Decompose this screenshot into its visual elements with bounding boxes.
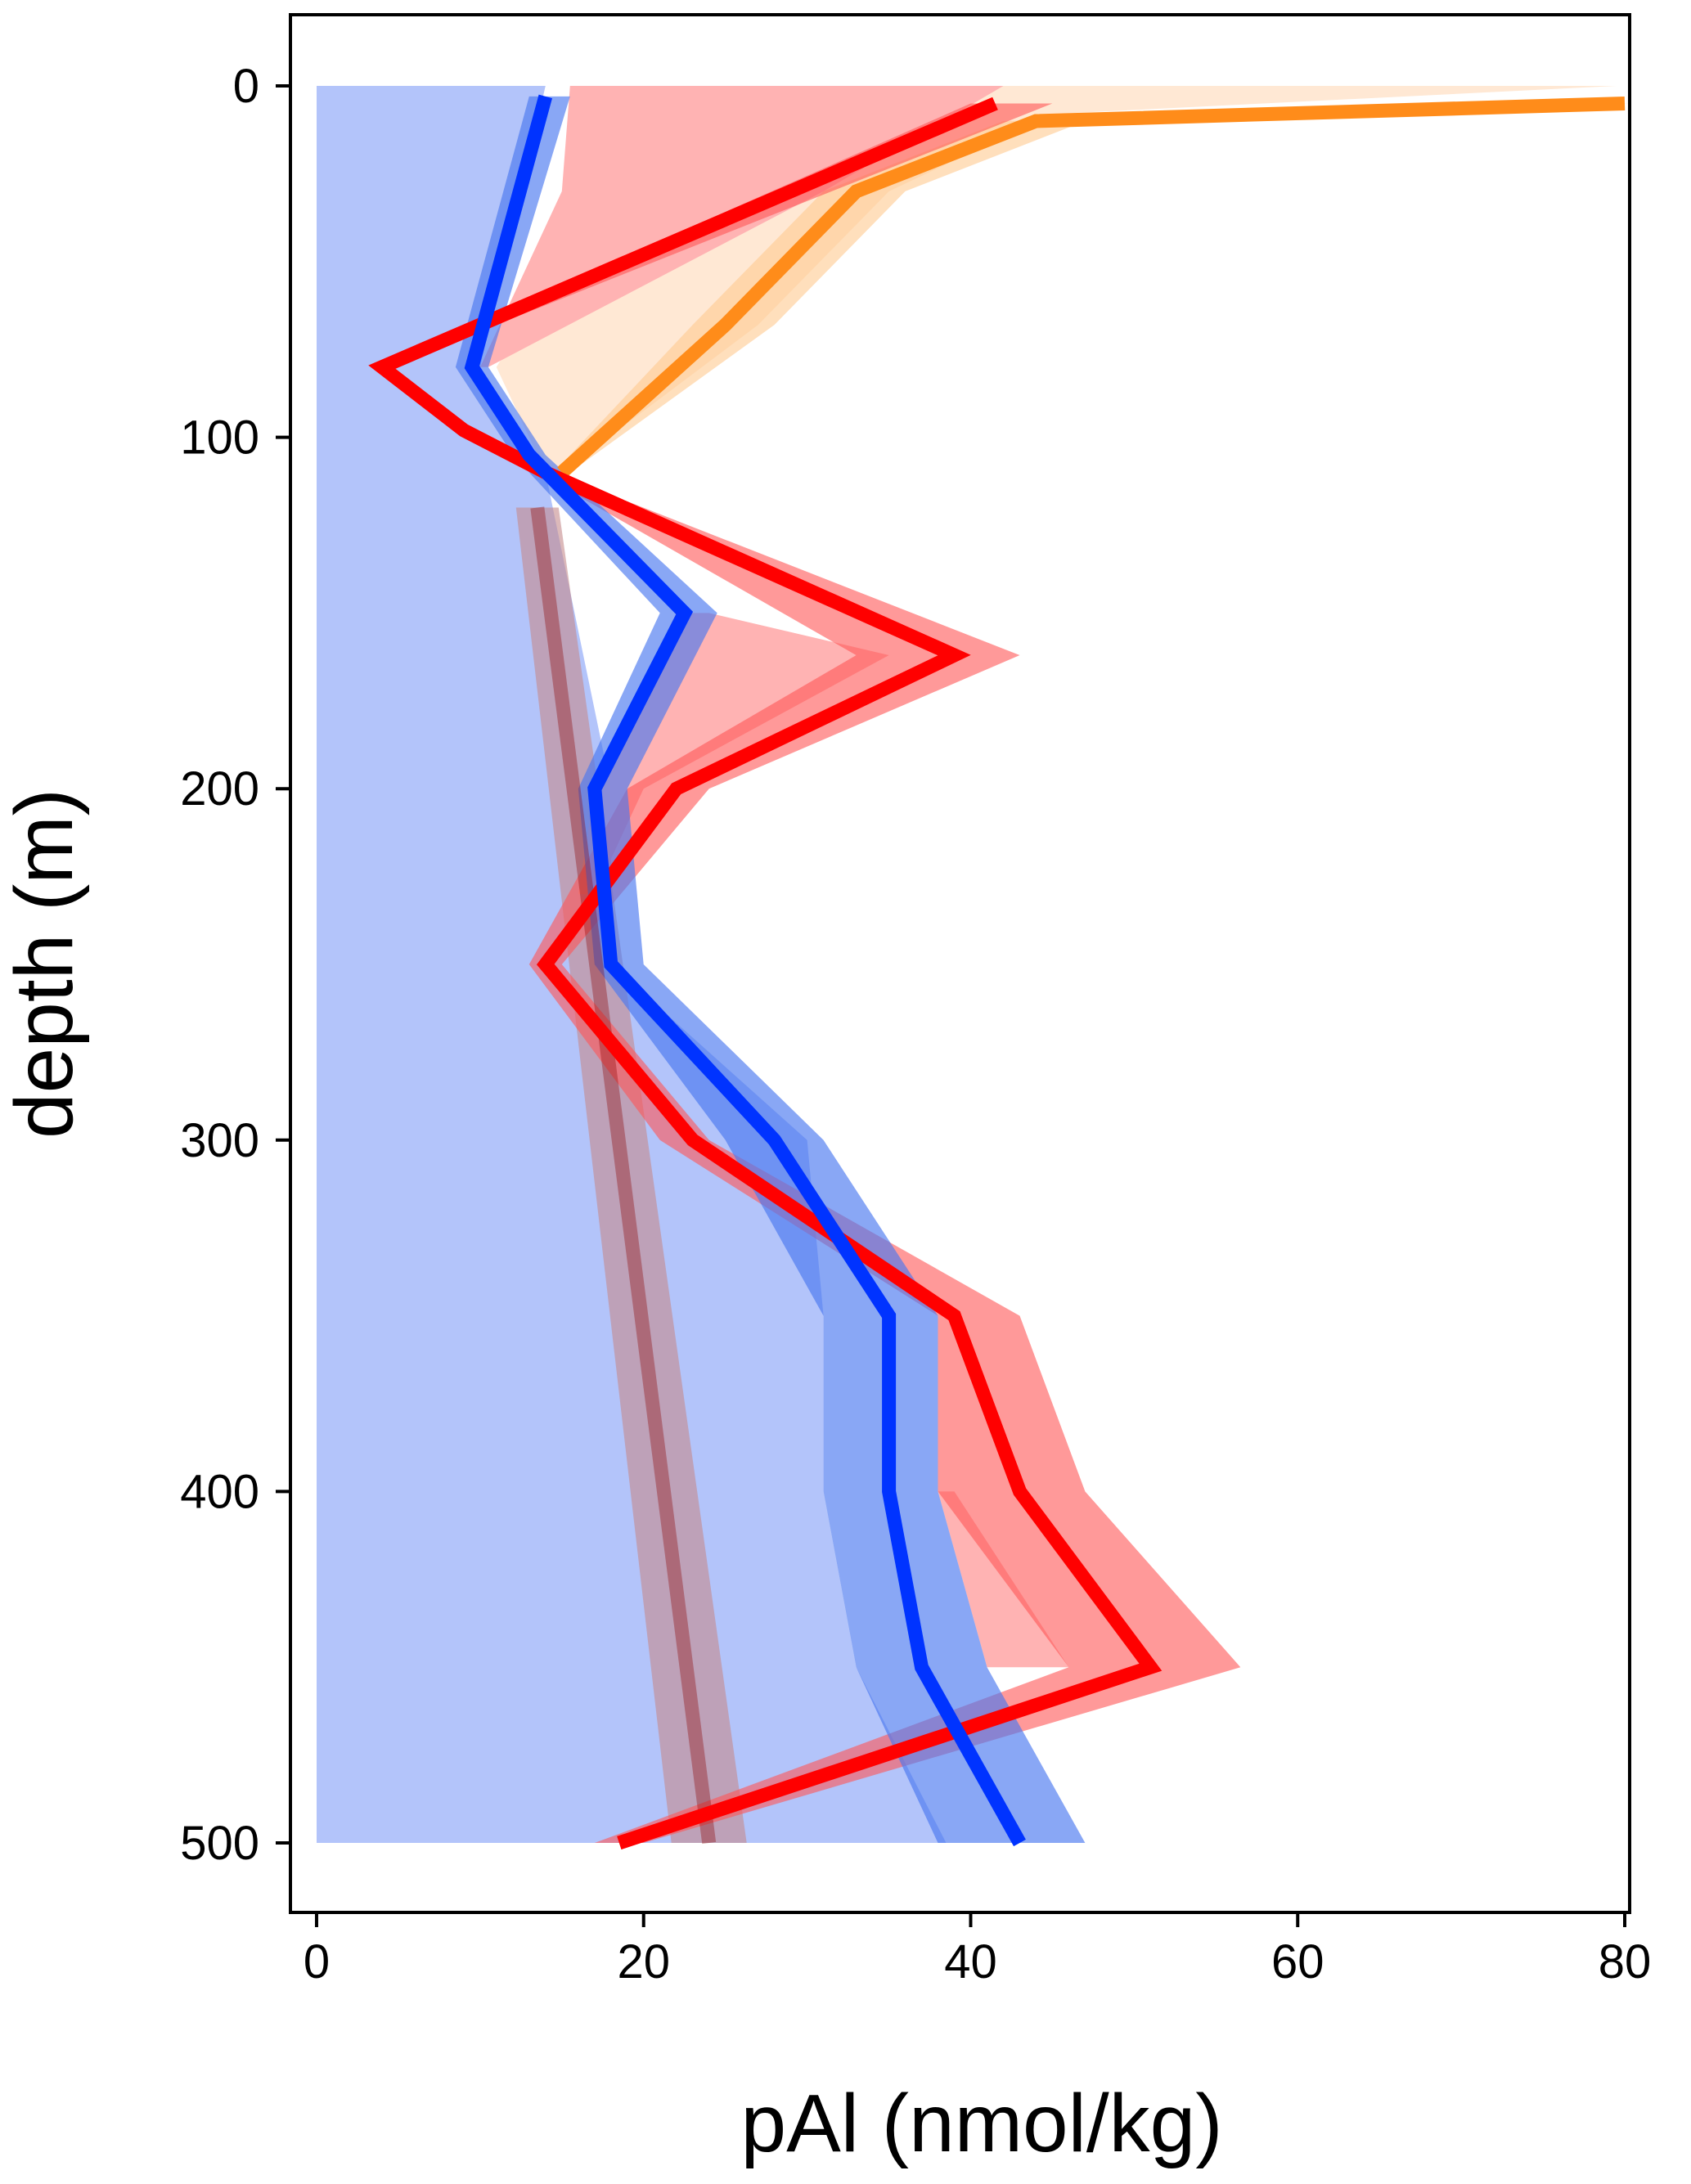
x-tick-label: 80: [1599, 1935, 1652, 1989]
series-3-line: [464, 94, 1026, 1847]
series-1-line: [557, 97, 1626, 478]
x-tick-label: 0: [304, 1935, 330, 1989]
series-2-line: [368, 97, 1163, 1850]
series-1-band: [553, 103, 1630, 473]
x-tick-label: 40: [944, 1935, 997, 1989]
series-lines: [368, 94, 1626, 1850]
background-bands: [317, 86, 1617, 1843]
y-tick-label: 500: [180, 1817, 259, 1870]
x-axis-title: pAl (nmol/kg): [740, 2078, 1222, 2169]
y-tick-label: 200: [180, 762, 259, 816]
y-tick-label: 300: [180, 1114, 259, 1167]
y-tick-label: 400: [180, 1465, 259, 1518]
series-2-band: [373, 103, 1241, 1843]
y-axis: 0 100 200 300 400 500: [180, 60, 290, 1870]
y-axis-title: depth (m): [0, 789, 90, 1139]
series-0-line: [530, 506, 717, 1845]
background-band-0: [317, 86, 947, 1843]
y-tick-label: 0: [233, 60, 259, 113]
series-0-band: [515, 507, 747, 1843]
y-tick-label: 100: [180, 411, 259, 465]
x-tick-label: 20: [617, 1935, 670, 1989]
x-axis: 0 20 40 60 80: [304, 1912, 1651, 1989]
plot-frame: [289, 13, 1631, 1914]
x-tick-label: 60: [1271, 1935, 1324, 1989]
